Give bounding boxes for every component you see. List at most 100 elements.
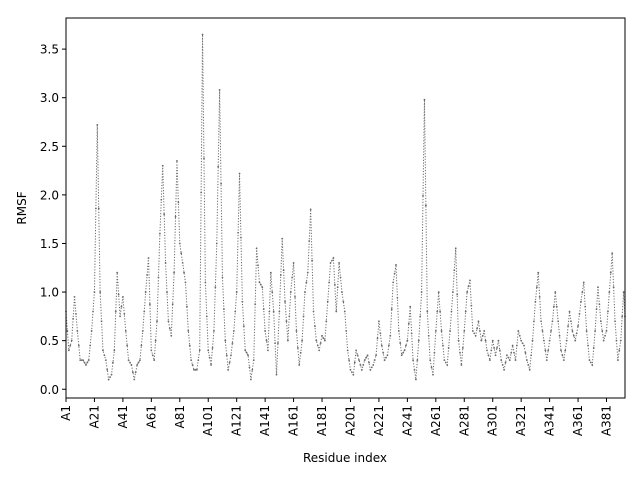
data-point bbox=[305, 281, 308, 284]
data-point bbox=[410, 332, 413, 335]
data-point bbox=[358, 359, 360, 361]
data-point bbox=[79, 359, 82, 361]
data-point bbox=[180, 252, 183, 255]
data-point bbox=[491, 339, 494, 342]
data-point bbox=[385, 356, 387, 359]
x-tick-label: A301 bbox=[486, 405, 500, 436]
data-point bbox=[161, 164, 164, 167]
data-point bbox=[331, 259, 333, 262]
data-point bbox=[154, 339, 157, 342]
data-point bbox=[503, 368, 505, 371]
data-point bbox=[158, 232, 161, 235]
data-point bbox=[434, 330, 437, 332]
data-point bbox=[140, 344, 143, 347]
data-point bbox=[520, 339, 523, 342]
y-tick-label: 3.0 bbox=[40, 91, 59, 105]
data-point bbox=[332, 257, 335, 259]
data-point bbox=[294, 296, 296, 298]
data-point bbox=[368, 361, 370, 364]
data-point bbox=[70, 339, 73, 342]
data-point bbox=[191, 364, 194, 366]
data-point bbox=[496, 347, 498, 349]
data-point bbox=[252, 359, 255, 361]
data-point bbox=[272, 310, 275, 313]
data-point bbox=[319, 342, 322, 344]
data-point bbox=[341, 291, 343, 293]
data-point bbox=[76, 330, 79, 332]
data-point bbox=[285, 320, 288, 323]
data-point bbox=[383, 359, 386, 361]
data-point bbox=[436, 310, 439, 313]
data-point bbox=[143, 310, 146, 313]
data-point bbox=[238, 172, 241, 175]
data-point bbox=[614, 320, 616, 323]
data-point bbox=[257, 264, 259, 267]
data-point bbox=[460, 364, 463, 366]
data-point bbox=[166, 291, 168, 293]
data-point bbox=[335, 310, 338, 313]
data-point bbox=[205, 315, 208, 318]
data-point bbox=[476, 327, 478, 330]
data-point bbox=[423, 98, 426, 101]
data-point bbox=[575, 332, 578, 335]
data-point bbox=[557, 320, 560, 323]
data-point bbox=[292, 262, 295, 264]
data-point bbox=[561, 354, 564, 357]
data-point bbox=[417, 339, 420, 342]
data-point bbox=[369, 368, 372, 371]
data-point bbox=[399, 342, 402, 344]
data-point bbox=[500, 359, 503, 361]
data-point bbox=[255, 247, 258, 250]
data-point bbox=[527, 364, 530, 366]
data-point bbox=[218, 89, 221, 91]
data-point bbox=[619, 339, 622, 342]
data-point bbox=[493, 347, 496, 349]
data-point bbox=[471, 330, 474, 332]
data-point bbox=[146, 274, 148, 276]
data-point bbox=[186, 305, 188, 308]
data-point bbox=[432, 373, 434, 376]
rmsf-series bbox=[65, 33, 626, 382]
data-point bbox=[312, 310, 315, 313]
data-point bbox=[380, 344, 383, 347]
data-point bbox=[167, 320, 170, 323]
data-point bbox=[597, 286, 599, 289]
data-point bbox=[82, 359, 84, 361]
data-point bbox=[564, 349, 567, 352]
data-point bbox=[568, 310, 571, 313]
data-point bbox=[69, 344, 72, 347]
y-tick-label: 0.5 bbox=[40, 334, 59, 348]
data-point bbox=[497, 339, 500, 342]
data-point bbox=[481, 334, 484, 337]
x-axis: A1 A21 A41 A61 A81 A101 A121 A141 A161 A181 A201 A2… bbox=[59, 398, 614, 436]
y-axis-label: RMSF bbox=[15, 191, 29, 224]
data-point bbox=[123, 313, 126, 315]
data-point bbox=[621, 315, 624, 318]
data-point bbox=[267, 349, 269, 352]
data-point bbox=[284, 300, 286, 303]
data-point bbox=[282, 269, 285, 272]
data-point bbox=[543, 339, 545, 342]
data-point bbox=[591, 364, 594, 366]
data-point bbox=[281, 237, 284, 240]
data-point bbox=[110, 373, 113, 376]
data-point bbox=[513, 351, 515, 354]
data-point bbox=[89, 344, 92, 347]
data-point bbox=[306, 271, 309, 274]
data-point bbox=[235, 291, 238, 293]
data-point bbox=[92, 310, 94, 313]
x-tick-label: A381 bbox=[600, 405, 614, 436]
data-point bbox=[517, 330, 520, 332]
data-point bbox=[304, 291, 306, 293]
data-point bbox=[585, 330, 588, 332]
data-point bbox=[437, 291, 440, 293]
data-point bbox=[318, 349, 321, 352]
data-point bbox=[93, 291, 96, 293]
data-point bbox=[415, 378, 417, 381]
data-point bbox=[129, 361, 131, 364]
data-point bbox=[598, 303, 601, 306]
data-point bbox=[538, 296, 541, 298]
data-point bbox=[168, 327, 171, 330]
data-point bbox=[548, 339, 551, 342]
data-point bbox=[540, 320, 542, 323]
